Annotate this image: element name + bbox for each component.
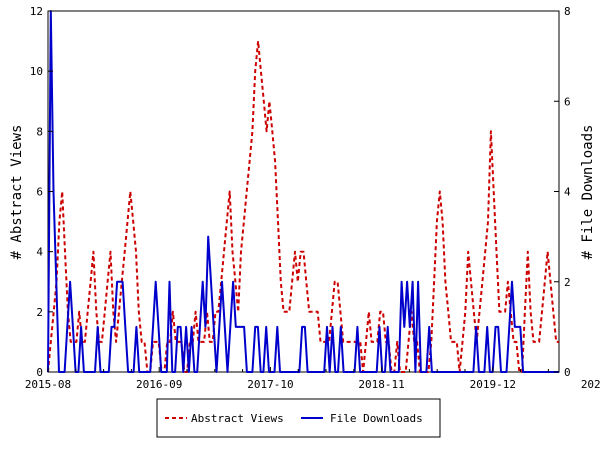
- legend: Abstract Views File Downloads: [156, 398, 441, 438]
- y-right-tick-label: 4: [564, 186, 571, 199]
- y-right-tick-label: 6: [564, 95, 571, 108]
- file-downloads-series-line: [47, 10, 559, 373]
- y-left-tick-label: 2: [36, 306, 43, 319]
- x-tick-label: 2015-08: [25, 378, 71, 391]
- y-right-tick-label: 2: [564, 276, 571, 289]
- abstract-views-series-line: [47, 40, 559, 373]
- axes-layer: 0 2 4 6 8 10 12 0 2 4 6 8 2015-08 2016-09 2017-10 2018-…: [25, 5, 600, 391]
- y-axis-left-title: # Abstract Views: [9, 125, 25, 260]
- legend-label-file-downloads: File Downloads: [330, 412, 423, 425]
- x-tick-label: 2019-12: [470, 378, 516, 391]
- y-left-tick-label: 12: [30, 5, 43, 18]
- legend-label-abstract-views: Abstract Views: [191, 412, 284, 425]
- y-right-tick-label: 0: [564, 366, 571, 379]
- y-left-tick-label: 10: [30, 65, 43, 78]
- y-axis-right-title: # File Downloads: [580, 125, 596, 260]
- y-right-tick-label: 8: [564, 5, 571, 18]
- y-left-tick-label: 0: [36, 366, 43, 379]
- y-left-tick-label: 6: [36, 186, 43, 199]
- y-left-tick-label: 8: [36, 125, 43, 138]
- x-tick-label: 2018-11: [358, 378, 404, 391]
- y-left-tick-label: 4: [36, 246, 43, 259]
- series-layer: [47, 10, 559, 373]
- x-tick-label: 2016-09: [136, 378, 182, 391]
- x-tick-label: 2017-10: [247, 378, 293, 391]
- legend-box: [156, 398, 441, 438]
- x-tick-label: 2021-01: [581, 378, 600, 391]
